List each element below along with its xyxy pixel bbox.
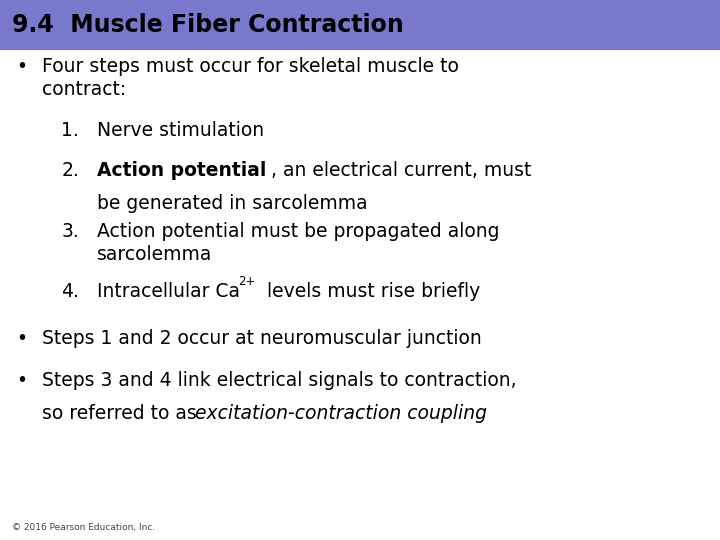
- Text: be generated in sarcolemma: be generated in sarcolemma: [97, 194, 368, 213]
- Text: , an electrical current, must: , an electrical current, must: [271, 161, 532, 180]
- Text: •: •: [16, 329, 27, 348]
- Text: Steps 3 and 4 link electrical signals to contraction,: Steps 3 and 4 link electrical signals to…: [42, 371, 516, 390]
- Text: 4.: 4.: [61, 282, 79, 301]
- Text: •: •: [16, 371, 27, 390]
- Text: levels must rise briefly: levels must rise briefly: [261, 282, 481, 301]
- Text: Action potential: Action potential: [97, 161, 266, 180]
- Text: Four steps must occur for skeletal muscle to
contract:: Four steps must occur for skeletal muscl…: [42, 57, 459, 99]
- Text: so referred to as: so referred to as: [42, 404, 202, 423]
- Text: 2+: 2+: [238, 275, 256, 288]
- Text: Action potential must be propagated along
sarcolemma: Action potential must be propagated alon…: [97, 222, 500, 265]
- Text: 2.: 2.: [61, 161, 79, 180]
- Text: excitation-contraction coupling: excitation-contraction coupling: [195, 404, 487, 423]
- Text: Intracellular Ca: Intracellular Ca: [97, 282, 240, 301]
- Text: 1.: 1.: [61, 122, 79, 140]
- Text: © 2016 Pearson Education, Inc.: © 2016 Pearson Education, Inc.: [12, 523, 155, 532]
- Text: Steps 1 and 2 occur at neuromuscular junction: Steps 1 and 2 occur at neuromuscular jun…: [42, 329, 482, 348]
- Text: 3.: 3.: [61, 222, 79, 241]
- Text: 9.4  Muscle Fiber Contraction: 9.4 Muscle Fiber Contraction: [12, 13, 403, 37]
- Text: •: •: [16, 57, 27, 76]
- FancyBboxPatch shape: [0, 0, 720, 50]
- Text: Nerve stimulation: Nerve stimulation: [97, 122, 264, 140]
